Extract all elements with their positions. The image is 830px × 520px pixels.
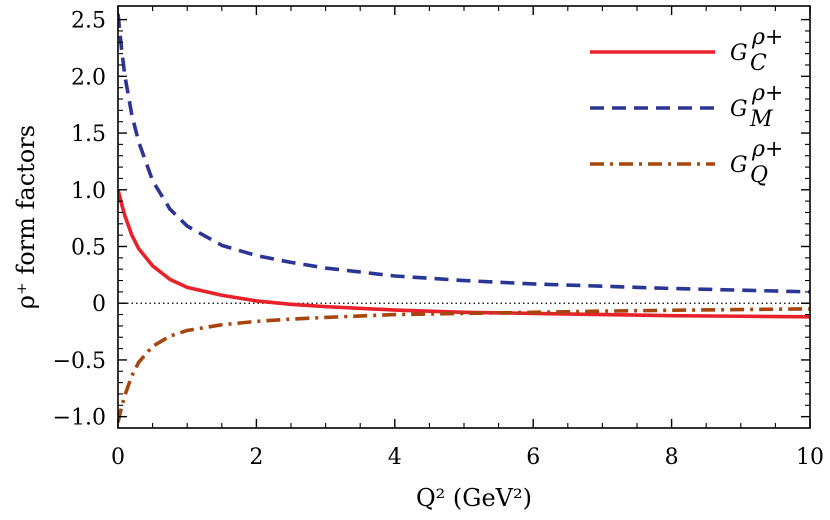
x-tick-label: 4 xyxy=(388,445,402,470)
x-tick-label: 8 xyxy=(665,445,679,470)
axes: 0 2 4 6 8 10 −1.0 −0.5 0 0.5 1.0 1.5 2.0 2.5 Q² (GeV²)… xyxy=(12,5,824,512)
legend-label-sup: ρ+ xyxy=(751,137,783,162)
series-line-c xyxy=(118,189,810,319)
legend-label-sub: C xyxy=(750,51,767,76)
series-line-q xyxy=(118,307,810,423)
x-tick-label: 6 xyxy=(526,445,540,470)
legend-label-sup: ρ+ xyxy=(751,25,783,50)
legend: G Cρ+G Mρ+G Qρ+ xyxy=(590,25,783,188)
plot-frame xyxy=(117,5,811,429)
legend-label-sub: Q xyxy=(750,163,768,188)
y-tick-label: 2.0 xyxy=(71,65,106,90)
legend-label-base: G xyxy=(730,41,748,66)
legend-label-sub: M xyxy=(749,107,773,132)
legend-label-base: G xyxy=(730,153,748,178)
y-tick-label: 0.5 xyxy=(71,235,106,260)
series-group xyxy=(118,13,810,423)
legend-entry-q: G Qρ+ xyxy=(730,137,783,188)
y-tick-label: 1.0 xyxy=(71,179,106,204)
y-axis-label: ρ⁺ form factors xyxy=(12,125,40,309)
y-tick-label: 0 xyxy=(92,292,106,317)
x-tick-label: 10 xyxy=(796,445,824,470)
y-tick-label: −0.5 xyxy=(53,349,106,374)
x-tick-label: 2 xyxy=(249,445,263,470)
plot-area xyxy=(118,13,810,423)
legend-label-base: G xyxy=(730,97,748,122)
legend-entry-m: G Mρ+ xyxy=(730,81,783,132)
y-tick-label: 1.5 xyxy=(71,122,106,147)
series-line-m xyxy=(118,13,810,294)
y-tick-label: −1.0 xyxy=(53,406,106,431)
y-tick-label: 2.5 xyxy=(71,9,106,34)
x-tick-label: 0 xyxy=(111,445,125,470)
x-axis-label: Q² (GeV²) xyxy=(416,484,532,512)
legend-label-sup: ρ+ xyxy=(751,81,783,106)
legend-entry-c: G Cρ+ xyxy=(730,25,783,76)
